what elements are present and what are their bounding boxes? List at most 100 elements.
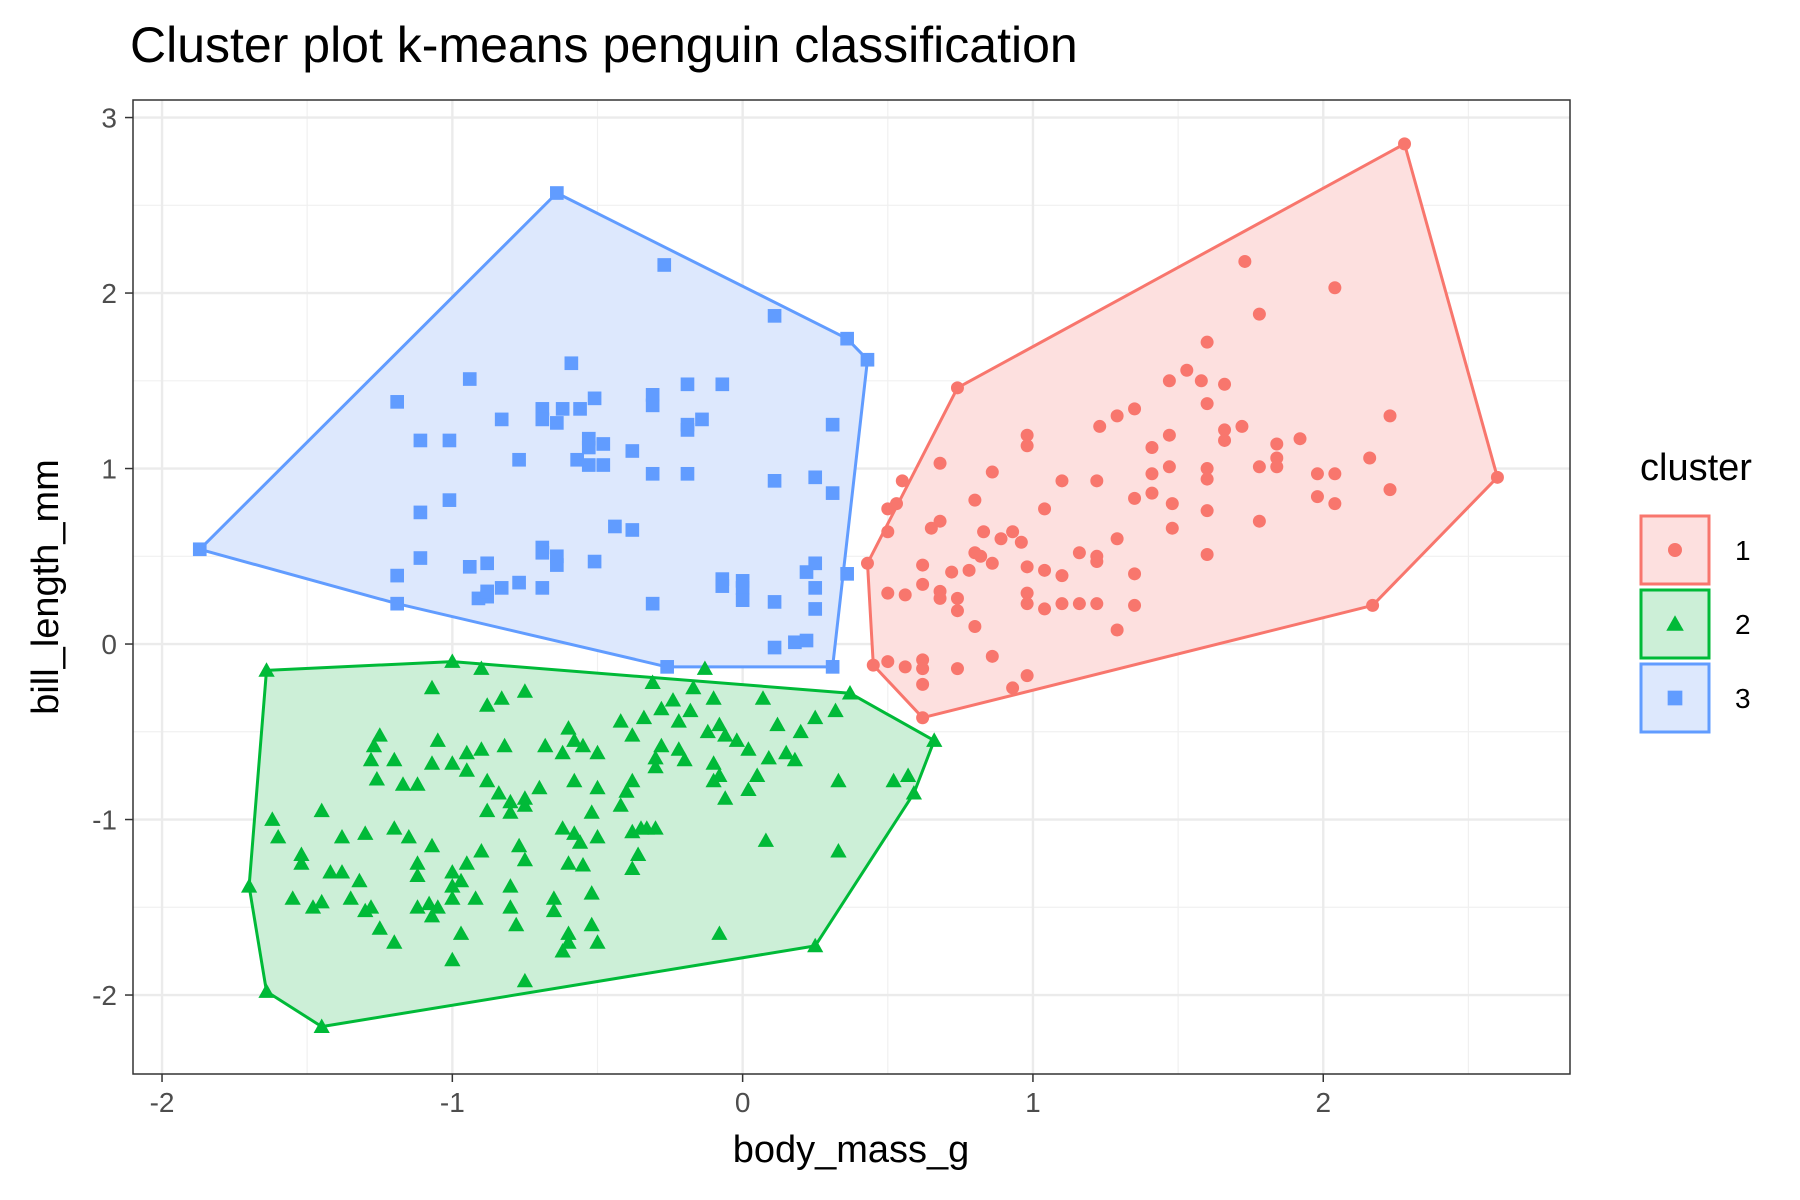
x-tick-label: -1 (440, 1087, 465, 1118)
point-cluster-3 (390, 395, 405, 409)
point-cluster-2 (423, 907, 441, 923)
point-cluster-1 (985, 649, 999, 663)
point-cluster-1 (950, 662, 964, 676)
x-tick-label: 2 (1315, 1087, 1331, 1118)
point-cluster-1 (1235, 419, 1249, 433)
y-axis-ticks: -2 -1 0 1 2 3 (92, 103, 133, 1011)
chart-title: Cluster plot k-means penguin classificat… (130, 17, 1078, 73)
point-cluster-3 (413, 505, 428, 520)
legend-label-3: 3 (1735, 683, 1751, 714)
point-cluster-2 (827, 702, 844, 718)
point-cluster-1 (1145, 467, 1159, 481)
point-cluster-3 (442, 493, 457, 507)
point-cluster-1 (985, 465, 999, 479)
legend-marker-2 (1666, 615, 1684, 631)
point-cluster-3 (680, 377, 695, 392)
point-cluster-1 (916, 558, 930, 572)
point-cluster-1 (950, 591, 964, 605)
point-cluster-1 (1014, 535, 1028, 549)
point-cluster-2 (386, 820, 403, 835)
point-cluster-1 (1165, 497, 1179, 511)
point-cluster-1 (974, 549, 988, 563)
point-cluster-2 (754, 690, 772, 705)
point-cluster-1 (1162, 460, 1176, 474)
point-cluster-2 (357, 825, 374, 840)
point-cluster-3 (695, 412, 709, 427)
point-cluster-3 (735, 581, 750, 595)
point-cluster-2 (394, 776, 412, 791)
point-cluster-1 (1252, 460, 1266, 474)
point-cluster-2 (630, 846, 647, 861)
point-cluster-1 (1072, 546, 1086, 560)
point-cluster-1 (1218, 377, 1232, 391)
point-cluster-3 (550, 558, 564, 572)
point-cluster-1 (1363, 451, 1377, 465)
point-cluster-3 (767, 309, 782, 323)
point-cluster-3 (625, 444, 640, 458)
point-cluster-2 (711, 925, 728, 940)
point-cluster-1 (977, 525, 991, 539)
point-cluster-2 (612, 797, 629, 812)
point-cluster-1 (1328, 281, 1342, 295)
point-cluster-3 (573, 402, 587, 416)
point-cluster-2 (322, 864, 339, 879)
y-tick-label: 0 (101, 629, 117, 660)
point-cluster-2 (429, 732, 446, 747)
point-cluster-2 (473, 660, 490, 675)
point-cluster-2 (386, 934, 403, 949)
y-tick-label: 3 (101, 103, 117, 134)
point-cluster-3 (442, 433, 457, 448)
point-cluster-1 (1328, 497, 1342, 511)
point-cluster-2 (386, 751, 403, 767)
point-cluster-1 (1200, 397, 1214, 411)
point-cluster-3 (564, 356, 579, 371)
point-cluster-2 (583, 885, 600, 900)
point-cluster-3 (587, 554, 602, 569)
point-cluster-2 (711, 767, 728, 782)
point-cluster-3 (799, 633, 814, 648)
point-cluster-2 (258, 983, 275, 998)
point-cluster-2 (351, 872, 368, 888)
point-cluster-2 (807, 937, 824, 953)
point-cluster-3 (715, 579, 730, 593)
point-cluster-2 (516, 683, 533, 698)
point-cluster-2 (841, 685, 859, 700)
point-cluster-3 (680, 423, 695, 437)
point-cluster-3 (808, 470, 823, 485)
point-cluster-2 (664, 692, 682, 707)
point-cluster-3 (581, 440, 596, 455)
legend-label-2: 2 (1735, 609, 1751, 640)
point-cluster-1 (1270, 460, 1284, 474)
point-cluster-2 (583, 916, 600, 932)
point-cluster-2 (293, 846, 310, 861)
point-cluster-2 (670, 713, 687, 728)
point-cluster-2 (566, 772, 583, 788)
point-cluster-3 (192, 542, 207, 557)
point-cluster-2 (409, 867, 426, 882)
point-cluster-2 (566, 732, 583, 747)
point-cluster-1 (1020, 586, 1034, 600)
point-cluster-3 (657, 258, 672, 272)
point-cluster-1 (866, 658, 880, 672)
point-cluster-2 (368, 771, 385, 786)
point-cluster-2 (717, 727, 734, 742)
point-cluster-2 (760, 750, 777, 765)
point-cluster-1 (1270, 437, 1284, 451)
x-tick-label: 0 (735, 1087, 751, 1118)
point-cluster-2 (554, 820, 571, 835)
x-tick-label: -2 (150, 1087, 175, 1118)
point-cluster-2 (589, 829, 606, 844)
point-cluster-2 (467, 890, 484, 905)
point-cluster-2 (900, 767, 917, 782)
point-cluster-1 (1162, 374, 1176, 388)
point-cluster-1 (1090, 474, 1104, 488)
point-cluster-2 (421, 895, 438, 911)
point-cluster-1 (1398, 137, 1412, 151)
point-cluster-1 (1145, 486, 1159, 500)
point-cluster-3 (825, 486, 840, 500)
legend-label-1: 1 (1735, 535, 1751, 566)
legend-marker-1 (1668, 543, 1682, 557)
point-cluster-2 (705, 755, 722, 770)
point-cluster-1 (945, 565, 959, 579)
